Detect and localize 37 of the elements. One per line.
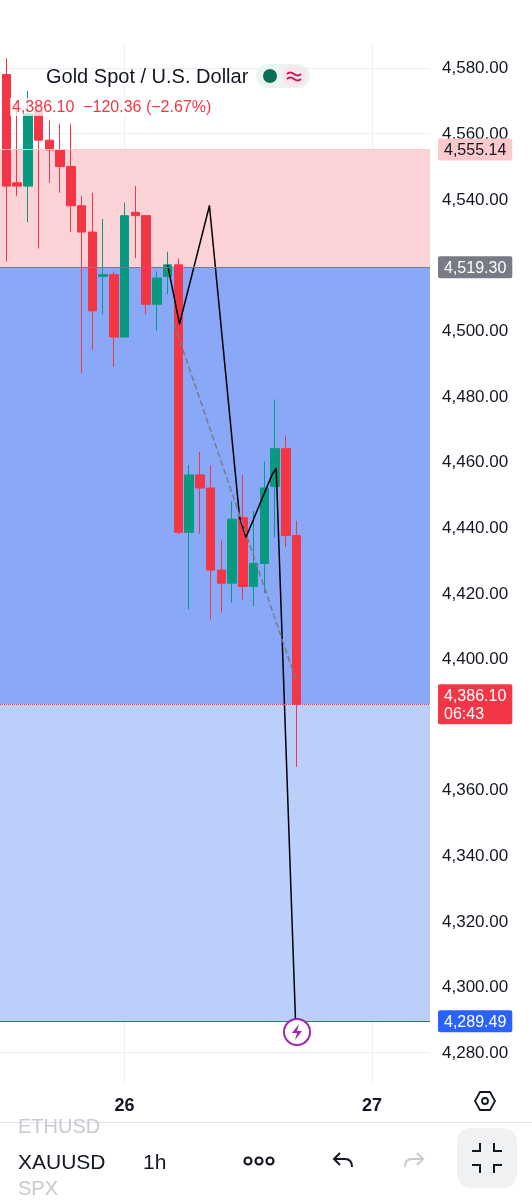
candlestick [270,398,280,538]
y-tick-label: 4,280.00 [442,1042,509,1062]
candlestick [249,510,258,607]
candlestick [174,257,183,535]
candlestick [227,500,237,604]
ref-line-label: 4,555.14 [444,141,507,159]
x-tick-label: 26 [114,1095,135,1115]
y-tick-label: 4,560.00 [442,124,509,144]
y-tick-label: 4,440.00 [442,517,509,537]
x-tick-label: 27 [361,1095,382,1115]
y-tick-label: 4,320.00 [442,911,509,931]
y-tick-label: 4,460.00 [442,452,509,472]
candlestick [184,464,194,610]
y-tick-label: 4,500.00 [442,321,509,340]
candlestick [109,270,119,368]
ref-line-label: 4,289.49 [444,1012,507,1030]
text: 1h [143,1150,167,1174]
text: XAUUSD [18,1150,106,1174]
y-tick-label: 4,580.00 [442,58,509,78]
candlestick [120,202,129,338]
y-tick-label: 4,400.00 [442,649,509,669]
y-tick-label: 4,480.00 [442,386,509,406]
y-tick-label: 4,420.00 [442,583,509,603]
candlestick [217,540,226,614]
candlestick [260,461,269,594]
candlestick [98,218,108,315]
y-tick-label: 4,340.00 [442,846,509,866]
candlestick [88,192,97,351]
y-tick-label: 4,540.00 [442,189,509,209]
text: Gold Spot / U.S. Dollar [46,64,249,88]
candlestick [152,270,162,331]
candlestick [238,474,248,601]
y-tick-label: 4,360.00 [442,780,509,800]
ref-line-label: 4,386.10 06:43 [444,686,507,722]
y-tick-label: 4,300.00 [442,977,509,997]
ref-line-label: 4,519.30 [444,258,507,276]
text: 4,386.10 −120.36 (−2.67%) [10,98,214,116]
